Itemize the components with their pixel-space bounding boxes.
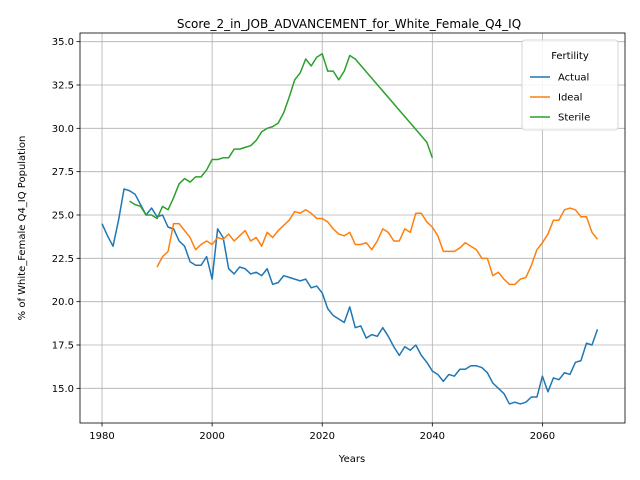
- legend-label-ideal: Ideal: [558, 93, 582, 104]
- y-tick-label: 15.0: [52, 384, 74, 395]
- x-tick-label: 2040: [420, 431, 445, 442]
- legend: Fertility Actual Ideal Sterile: [521, 39, 619, 131]
- y-tick-label: 35.0: [52, 37, 74, 48]
- series-lines: [101, 53, 599, 405]
- x-tick-label: 2060: [530, 431, 555, 442]
- x-axis-label: Years: [338, 454, 365, 465]
- series-line-actual: [101, 188, 599, 405]
- legend-title: Fertility: [551, 51, 589, 62]
- y-axis-label: % of White_Female Q4_IQ Population: [17, 136, 28, 321]
- y-tick-label: 32.5: [52, 81, 74, 92]
- legend-label-actual: Actual: [558, 73, 589, 84]
- x-axis-ticks: 1980 2000 2020 2040 2060: [89, 423, 555, 442]
- y-tick-label: 20.0: [52, 297, 74, 308]
- series-line-sterile: [129, 53, 434, 220]
- grid: [80, 33, 625, 423]
- chart-title: Score_2_in_JOB_ADVANCEMENT_for_White_Fem…: [177, 17, 521, 31]
- plot-frame: [79, 32, 626, 424]
- series-line-ideal: [156, 207, 599, 286]
- legend-items: Actual Ideal Sterile: [530, 73, 590, 124]
- legend-box: [521, 39, 619, 131]
- y-tick-label: 27.5: [52, 167, 74, 178]
- y-tick-label: 17.5: [52, 341, 74, 352]
- y-tick-label: 25.0: [52, 211, 74, 222]
- legend-label-sterile: Sterile: [558, 113, 590, 124]
- x-tick-label: 1980: [89, 431, 114, 442]
- x-tick-label: 2020: [309, 431, 334, 442]
- y-tick-label: 30.0: [52, 124, 74, 135]
- x-tick-label: 2000: [199, 431, 224, 442]
- y-axis-ticks: 15.0 17.5 20.0 22.5 25.0 27.5 30.0 32.5 35.0: [52, 37, 80, 395]
- y-tick-label: 22.5: [52, 254, 74, 265]
